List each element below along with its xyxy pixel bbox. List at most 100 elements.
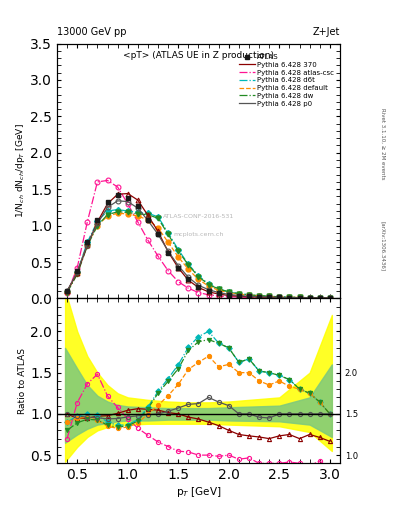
Pythia 6.428 default <box>257 293 261 299</box>
Pythia 6.428 d6t <box>176 247 181 253</box>
Pythia 6.428 370 <box>65 288 70 294</box>
Pythia 6.428 dw <box>196 273 201 280</box>
ATLAS <box>247 293 252 300</box>
Pythia 6.428 dw <box>307 294 312 301</box>
ATLAS <box>226 292 231 298</box>
Pythia 6.428 atlas-csc <box>327 295 332 302</box>
ATLAS <box>75 268 79 274</box>
Pythia 6.428 370 <box>105 201 110 207</box>
Text: ATLAS-CONF-2016-531: ATLAS-CONF-2016-531 <box>163 215 234 219</box>
Pythia 6.428 d6t <box>287 294 292 300</box>
Pythia 6.428 370 <box>327 295 332 301</box>
Pythia 6.428 default <box>176 254 181 260</box>
Pythia 6.428 atlas-csc <box>307 295 312 301</box>
Pythia 6.428 atlas-csc <box>186 285 191 291</box>
ATLAS <box>216 290 221 296</box>
Pythia 6.428 d6t <box>307 294 312 301</box>
Pythia 6.428 p0 <box>226 291 231 297</box>
Pythia 6.428 370 <box>75 270 79 276</box>
Pythia 6.428 p0 <box>277 294 282 301</box>
Pythia 6.428 default <box>65 289 70 295</box>
Pythia 6.428 default <box>267 293 272 300</box>
Pythia 6.428 default <box>95 223 100 229</box>
Pythia 6.428 p0 <box>186 274 191 281</box>
Pythia 6.428 370 <box>125 190 130 197</box>
ATLAS <box>65 288 70 294</box>
Pythia 6.428 dw <box>206 282 211 288</box>
Pythia 6.428 atlas-csc <box>85 219 90 225</box>
Pythia 6.428 atlas-csc <box>206 292 211 298</box>
Pythia 6.428 dw <box>186 262 191 268</box>
ATLAS <box>237 292 241 298</box>
Pythia 6.428 dw <box>318 295 322 301</box>
Pythia 6.428 default <box>277 294 282 300</box>
Pythia 6.428 p0 <box>257 293 261 300</box>
Pythia 6.428 370 <box>267 294 272 301</box>
Text: <pT> (ATLAS UE in Z production): <pT> (ATLAS UE in Z production) <box>123 51 274 60</box>
ATLAS <box>95 217 100 223</box>
Pythia 6.428 370 <box>237 293 241 300</box>
Pythia 6.428 370 <box>206 289 211 295</box>
Pythia 6.428 d6t <box>85 239 90 245</box>
ATLAS <box>136 203 140 209</box>
ATLAS <box>277 294 282 301</box>
ATLAS <box>176 265 181 271</box>
Pythia 6.428 dw <box>327 295 332 301</box>
Pythia 6.428 p0 <box>176 263 181 269</box>
Pythia 6.428 d6t <box>145 210 150 216</box>
Pythia 6.428 d6t <box>125 208 130 214</box>
Text: [arXiv:1306.3436]: [arXiv:1306.3436] <box>381 221 386 271</box>
Pythia 6.428 atlas-csc <box>166 268 171 274</box>
ATLAS <box>307 295 312 301</box>
Pythia 6.428 dw <box>125 209 130 216</box>
Pythia 6.428 default <box>247 292 252 298</box>
Pythia 6.428 d6t <box>75 269 79 275</box>
Text: Z+Jet: Z+Jet <box>312 27 340 37</box>
Pythia 6.428 atlas-csc <box>156 253 160 259</box>
Pythia 6.428 default <box>206 283 211 289</box>
Pythia 6.428 dw <box>115 209 120 215</box>
Pythia 6.428 dw <box>287 294 292 300</box>
ATLAS <box>115 192 120 198</box>
Line: Pythia 6.428 default: Pythia 6.428 default <box>67 213 330 298</box>
Pythia 6.428 atlas-csc <box>115 184 120 190</box>
Pythia 6.428 370 <box>307 295 312 301</box>
Pythia 6.428 370 <box>95 219 100 225</box>
ATLAS <box>186 276 191 283</box>
Pythia 6.428 default <box>307 294 312 301</box>
Line: Pythia 6.428 370: Pythia 6.428 370 <box>67 194 330 298</box>
Pythia 6.428 370 <box>196 285 201 291</box>
Y-axis label: 1/N$_{ch}$ dN$_{ch}$/dp$_T$ [GeV]: 1/N$_{ch}$ dN$_{ch}$/dp$_T$ [GeV] <box>15 123 28 219</box>
Pythia 6.428 atlas-csc <box>125 201 130 207</box>
Pythia 6.428 d6t <box>186 261 191 267</box>
Pythia 6.428 d6t <box>257 292 261 298</box>
X-axis label: p$_T$ [GeV]: p$_T$ [GeV] <box>176 485 221 499</box>
Pythia 6.428 370 <box>257 294 261 300</box>
ATLAS <box>267 294 272 300</box>
Pythia 6.428 p0 <box>85 242 90 248</box>
Pythia 6.428 dw <box>136 211 140 217</box>
Pythia 6.428 atlas-csc <box>95 179 100 185</box>
Pythia 6.428 default <box>318 295 322 301</box>
Pythia 6.428 dw <box>166 231 171 238</box>
ATLAS <box>327 295 332 301</box>
Pythia 6.428 dw <box>226 289 231 295</box>
Pythia 6.428 d6t <box>277 294 282 300</box>
Pythia 6.428 default <box>115 210 120 216</box>
Pythia 6.428 p0 <box>206 287 211 293</box>
Pythia 6.428 370 <box>85 242 90 248</box>
ATLAS <box>125 195 130 201</box>
Pythia 6.428 atlas-csc <box>216 293 221 299</box>
ATLAS <box>318 295 322 301</box>
Pythia 6.428 dw <box>65 289 70 295</box>
Text: Rivet 3.1.10, ≥ 2M events: Rivet 3.1.10, ≥ 2M events <box>381 108 386 179</box>
Pythia 6.428 370 <box>216 291 221 297</box>
Pythia 6.428 370 <box>166 249 171 255</box>
Legend: ATLAS, Pythia 6.428 370, Pythia 6.428 atlas-csc, Pythia 6.428 d6t, Pythia 6.428 : ATLAS, Pythia 6.428 370, Pythia 6.428 at… <box>237 52 336 109</box>
Pythia 6.428 p0 <box>115 198 120 204</box>
Pythia 6.428 atlas-csc <box>176 279 181 285</box>
Line: Pythia 6.428 d6t: Pythia 6.428 d6t <box>67 209 330 298</box>
ATLAS <box>206 288 211 294</box>
Pythia 6.428 atlas-csc <box>105 177 110 183</box>
Pythia 6.428 atlas-csc <box>237 294 241 300</box>
